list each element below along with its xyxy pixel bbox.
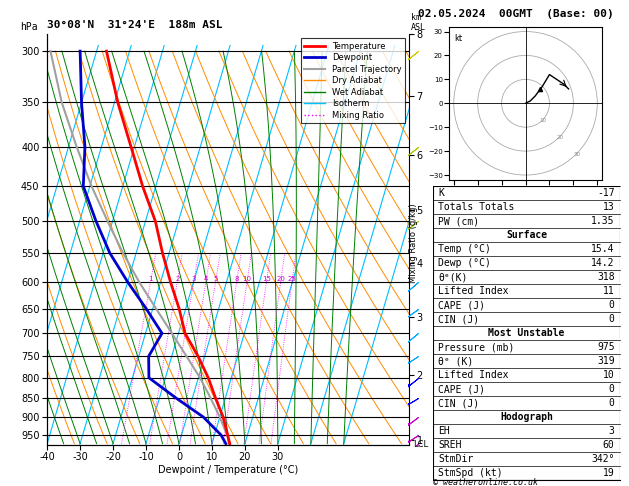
X-axis label: Dewpoint / Temperature (°C): Dewpoint / Temperature (°C)	[158, 465, 298, 475]
Text: K: K	[438, 188, 444, 198]
Text: SREH: SREH	[438, 440, 462, 450]
Text: © weatheronline.co.uk: © weatheronline.co.uk	[433, 478, 538, 486]
Text: 14.2: 14.2	[591, 258, 615, 268]
Text: LCL: LCL	[413, 440, 428, 449]
Text: 20: 20	[557, 135, 564, 140]
Text: Most Unstable: Most Unstable	[488, 328, 565, 338]
Text: Hodograph: Hodograph	[500, 412, 553, 422]
Text: 0: 0	[609, 398, 615, 408]
Text: 60: 60	[603, 440, 615, 450]
Text: CAPE (J): CAPE (J)	[438, 300, 486, 310]
Text: -17: -17	[597, 188, 615, 198]
Text: Lifted Index: Lifted Index	[438, 286, 509, 296]
Text: PW (cm): PW (cm)	[438, 216, 479, 226]
Text: 342°: 342°	[591, 454, 615, 464]
Text: CIN (J): CIN (J)	[438, 314, 479, 324]
Text: EH: EH	[438, 426, 450, 436]
Text: 13: 13	[603, 202, 615, 212]
Text: 0: 0	[609, 384, 615, 394]
Text: 10: 10	[539, 118, 546, 123]
Text: 15: 15	[262, 276, 271, 282]
Text: StmSpd (kt): StmSpd (kt)	[438, 468, 503, 478]
Text: 1.35: 1.35	[591, 216, 615, 226]
Text: 0: 0	[609, 314, 615, 324]
Text: 02.05.2024  00GMT  (Base: 00): 02.05.2024 00GMT (Base: 00)	[418, 9, 614, 19]
Text: 10: 10	[603, 370, 615, 380]
Text: 15.4: 15.4	[591, 244, 615, 254]
Text: θᵉ(K): θᵉ(K)	[438, 272, 468, 282]
Text: 30: 30	[574, 153, 581, 157]
Text: θᵉ (K): θᵉ (K)	[438, 356, 474, 366]
Text: 30°08'N  31°24'E  188m ASL: 30°08'N 31°24'E 188m ASL	[47, 20, 223, 31]
Legend: Temperature, Dewpoint, Parcel Trajectory, Dry Adiabat, Wet Adiabat, Isotherm, Mi: Temperature, Dewpoint, Parcel Trajectory…	[301, 38, 404, 123]
Text: CIN (J): CIN (J)	[438, 398, 479, 408]
Text: CAPE (J): CAPE (J)	[438, 384, 486, 394]
Text: 19: 19	[603, 468, 615, 478]
Text: Mixing Ratio (g/kg): Mixing Ratio (g/kg)	[409, 203, 418, 283]
Text: km
ASL: km ASL	[411, 13, 426, 32]
Text: kt: kt	[454, 34, 462, 43]
Text: Temp (°C): Temp (°C)	[438, 244, 491, 254]
Text: 25: 25	[287, 276, 296, 282]
Text: 975: 975	[597, 342, 615, 352]
Text: Surface: Surface	[506, 230, 547, 240]
Text: StmDir: StmDir	[438, 454, 474, 464]
Text: 5: 5	[213, 276, 218, 282]
Text: 1: 1	[148, 276, 153, 282]
Text: 0: 0	[609, 300, 615, 310]
Text: hPa: hPa	[20, 22, 38, 32]
Text: Lifted Index: Lifted Index	[438, 370, 509, 380]
Text: 2: 2	[175, 276, 179, 282]
Text: Dewp (°C): Dewp (°C)	[438, 258, 491, 268]
Text: Pressure (mb): Pressure (mb)	[438, 342, 515, 352]
Text: 3: 3	[191, 276, 196, 282]
Text: 319: 319	[597, 356, 615, 366]
Text: 20: 20	[276, 276, 285, 282]
Text: 10: 10	[243, 276, 252, 282]
Text: Totals Totals: Totals Totals	[438, 202, 515, 212]
Text: 11: 11	[603, 286, 615, 296]
Text: 8: 8	[235, 276, 239, 282]
Text: 3: 3	[609, 426, 615, 436]
Text: 318: 318	[597, 272, 615, 282]
Text: 4: 4	[204, 276, 208, 282]
